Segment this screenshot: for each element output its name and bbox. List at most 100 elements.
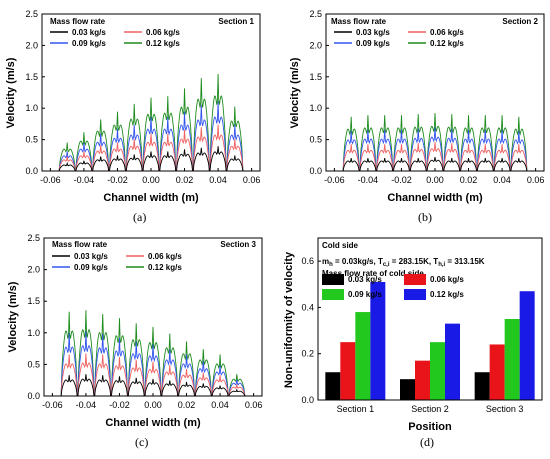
y-tick-label-a: 2.0 [25, 40, 38, 50]
section-label-c: Section 3 [220, 240, 256, 249]
y-tick-label-c: 0.0 [27, 391, 40, 401]
x-tick-label-b: 0.04 [493, 175, 511, 185]
bar-d-2-3 [519, 291, 535, 400]
legend-swatch-d-2 [322, 289, 344, 300]
x-tick-label-a: 0.06 [243, 175, 261, 185]
legend-title-b: Mass flow rate [331, 17, 387, 26]
bar-d-2-1 [489, 344, 505, 400]
series-line-b-3 [342, 113, 528, 172]
series-line-b-1 [342, 142, 528, 172]
plot-area-d: 0.0 0.2 0.4 0.6 Section 1 Section 2 Section 3 [301, 256, 535, 414]
x-axis-label-c: Channel width (m) [105, 417, 201, 429]
y-axis-label-d: Non-uniformity of velocity [283, 251, 295, 388]
legend-label-a-0: 0.03 kg/s [72, 28, 106, 37]
bar-d-0-3 [370, 281, 386, 400]
y-axis-label-b: Velocity (m/s) [289, 57, 301, 128]
bar-d-0-2 [355, 312, 371, 400]
legend-b: 0.03 kg/s 0.06 kg/s 0.09 kg/s 0.12 kg/s [334, 28, 464, 48]
y-tick-label-c: 0.5 [27, 359, 40, 369]
x-tick-label-b: 0.02 [460, 175, 478, 185]
y-tick-label-b: 2.0 [309, 40, 322, 50]
x-axis-label-a: Channel width (m) [103, 192, 199, 204]
y-tick-label-c: 1.0 [27, 328, 40, 338]
panel-a: 0.0 0.5 1.0 1.5 2.0 2.5 -0.06 -0.04 -0.02 0.00 0.0… [5, 9, 261, 224]
series-line-b-2 [342, 127, 528, 172]
legend-label-d-3: 0.12 kg/s [430, 290, 464, 299]
caption-d: (d) [420, 435, 434, 449]
plot-area-a: 0.0 0.5 1.0 1.5 2.0 2.5 -0.06 -0.04 -0.02 0.00 0.0… [25, 9, 260, 185]
y-tick-label-c: 2.5 [27, 233, 40, 243]
series-line-c-0 [60, 374, 246, 397]
x-tick-label-b: -0.04 [358, 175, 379, 185]
section-label-b: Section 2 [502, 17, 538, 26]
series-line-b-0 [342, 157, 528, 172]
x-tick-label-c: -0.06 [42, 400, 63, 410]
info-title-d: Cold side [322, 241, 359, 250]
x-tick-label-a: 0.00 [142, 175, 160, 185]
panel-c: 0.0 0.5 1.0 1.5 2.0 2.5 -0.06 -0.04 -0.02 0.00 0.0… [7, 233, 263, 449]
bar-d-1-3 [445, 323, 460, 400]
y-tick-label-b: 1.5 [309, 72, 322, 82]
y-tick-label-b: 1.0 [309, 103, 322, 113]
legend-c: 0.03 kg/s 0.06 kg/s 0.09 kg/s 0.12 kg/s [52, 252, 182, 272]
x-axis-label-d: Position [408, 421, 452, 433]
x-tick-label-a: -0.06 [40, 175, 61, 185]
y-tick-label-d: 0.6 [301, 256, 314, 266]
legend-label-b-2: 0.09 kg/s [356, 39, 390, 48]
legend-a: 0.03 kg/s 0.06 kg/s 0.09 kg/s 0.12 kg/s [50, 28, 180, 48]
section-label-a: Section 1 [218, 17, 254, 26]
caption-b: (b) [418, 210, 432, 224]
legend-label-b-1: 0.06 kg/s [430, 28, 464, 37]
y-tick-label-d: 0.2 [301, 349, 314, 359]
y-tick-label-c: 1.5 [27, 296, 40, 306]
x-tick-label-b: 0.06 [527, 175, 545, 185]
legend-label-d-2: 0.09 kg/s [348, 290, 382, 299]
x-tick-label-c: -0.04 [76, 400, 97, 410]
y-tick-label-a: 0.5 [25, 135, 38, 145]
legend-label-c-0: 0.03 kg/s [74, 252, 108, 261]
legend-label-a-1: 0.06 kg/s [146, 28, 180, 37]
legend-swatch-d-0 [322, 274, 344, 285]
bar-d-0-1 [340, 342, 356, 400]
y-tick-label-b: 2.5 [309, 9, 322, 19]
legend-title-c: Mass flow rate [52, 240, 108, 249]
axes-frame-a [41, 13, 261, 172]
series-line-c-3 [60, 310, 246, 397]
legend-label-d-0: 0.03 kg/s [348, 275, 382, 284]
bar-d-2-2 [504, 319, 520, 400]
legend-swatch-d-3 [404, 289, 426, 300]
caption-c: (c) [135, 435, 148, 449]
info-line-d: mh = 0.03kg/s, Tc,i = 283.15K, Th,i = 31… [322, 257, 485, 268]
axes-frame-c [43, 237, 263, 397]
x-tick-label-d: Section 2 [411, 404, 449, 414]
x-tick-label-a: 0.02 [176, 175, 194, 185]
x-tick-label-a: -0.02 [107, 175, 128, 185]
x-tick-label-c: 0.02 [178, 400, 196, 410]
legend-label-a-2: 0.09 kg/s [72, 39, 106, 48]
plot-area-c: 0.0 0.5 1.0 1.5 2.0 2.5 -0.06 -0.04 -0.02 0.00 0.0… [27, 233, 262, 410]
y-axis-label-a: Velocity (m/s) [5, 57, 17, 128]
y-tick-label-d: 0.4 [301, 302, 314, 312]
series-line-a-0 [58, 146, 244, 172]
legend-label-c-3: 0.12 kg/s [148, 263, 182, 272]
y-tick-label-a: 1.0 [25, 103, 38, 113]
y-tick-label-a: 2.5 [25, 9, 38, 19]
x-tick-label-d: Section 3 [486, 404, 524, 414]
y-tick-label-a: 0.0 [25, 166, 38, 176]
bar-d-1-0 [400, 379, 415, 400]
bar-d-2-0 [474, 372, 490, 400]
y-tick-label-d: 0.0 [301, 395, 314, 405]
legend-title-a: Mass flow rate [50, 17, 106, 26]
legend-title-d: Mass flow rate of cold side [322, 269, 424, 278]
plot-area-b: 0.0 0.5 1.0 1.5 2.0 2.5 -0.06 -0.04 -0.02 0.00 0.0… [309, 9, 544, 185]
legend-label-b-0: 0.03 kg/s [356, 28, 390, 37]
bar-d-0-0 [325, 372, 341, 400]
legend-label-c-2: 0.09 kg/s [74, 263, 108, 272]
legend-label-c-1: 0.06 kg/s [148, 252, 182, 261]
x-tick-label-c: -0.02 [109, 400, 130, 410]
x-tick-label-a: -0.04 [74, 175, 95, 185]
x-tick-label-b: -0.02 [391, 175, 412, 185]
x-tick-label-b: -0.06 [324, 175, 345, 185]
